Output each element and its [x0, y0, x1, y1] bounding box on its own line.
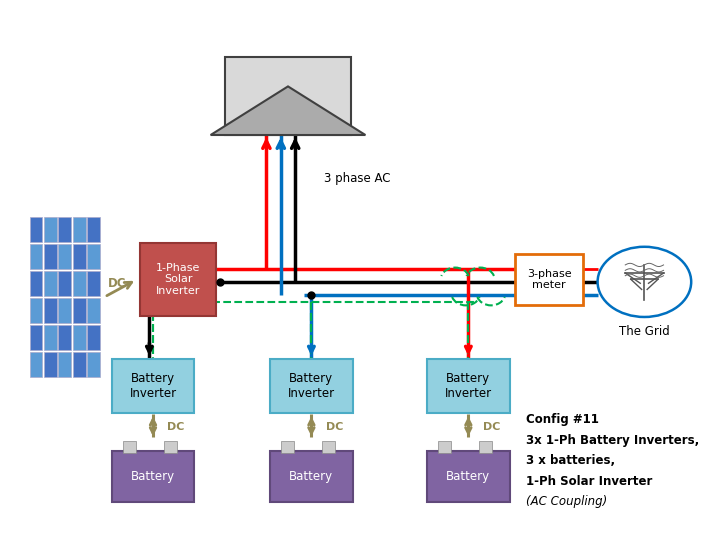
Bar	[58, 298, 71, 323]
Bar	[281, 441, 294, 453]
Bar	[87, 298, 100, 323]
Bar	[30, 298, 42, 323]
Bar	[515, 254, 583, 305]
Bar	[480, 441, 492, 453]
Bar	[44, 325, 57, 350]
Polygon shape	[210, 86, 366, 135]
Bar	[30, 325, 42, 350]
Bar	[73, 298, 86, 323]
Bar	[164, 441, 177, 453]
Bar	[270, 451, 353, 502]
Bar	[427, 359, 510, 413]
Bar	[44, 217, 57, 242]
Bar	[73, 325, 86, 350]
Text: Battery: Battery	[131, 470, 175, 483]
Text: 3x 1-Ph Battery Inverters,: 3x 1-Ph Battery Inverters,	[526, 434, 699, 447]
Text: Battery
Inverter: Battery Inverter	[445, 372, 492, 400]
Bar	[73, 352, 86, 377]
Text: Battery: Battery	[446, 470, 490, 483]
Text: (AC Coupling): (AC Coupling)	[526, 495, 607, 508]
Bar	[30, 217, 42, 242]
Text: Battery
Inverter: Battery Inverter	[288, 372, 335, 400]
Bar	[44, 298, 57, 323]
Bar	[58, 244, 71, 269]
Text: Battery
Inverter: Battery Inverter	[130, 372, 176, 400]
Bar	[87, 325, 100, 350]
Text: Config #11: Config #11	[526, 413, 598, 426]
Text: 3 phase AC: 3 phase AC	[324, 172, 390, 185]
Text: 3 x batteries,: 3 x batteries,	[526, 454, 615, 467]
Bar	[30, 244, 42, 269]
Text: DC: DC	[482, 422, 500, 431]
Bar	[112, 451, 194, 502]
Bar	[73, 244, 86, 269]
Bar	[30, 271, 42, 296]
Text: DC: DC	[108, 277, 127, 290]
Bar	[140, 243, 216, 316]
Bar	[438, 441, 451, 453]
Bar	[323, 441, 336, 453]
Bar	[427, 451, 510, 502]
Text: DC: DC	[325, 422, 343, 431]
Bar	[44, 352, 57, 377]
Bar	[58, 325, 71, 350]
Bar	[73, 217, 86, 242]
Text: Battery: Battery	[289, 470, 333, 483]
Bar	[270, 359, 353, 413]
Text: DC: DC	[167, 422, 185, 431]
Bar	[44, 244, 57, 269]
Bar	[87, 217, 100, 242]
Bar	[122, 441, 135, 453]
Bar	[87, 271, 100, 296]
Bar	[87, 352, 100, 377]
Bar	[58, 352, 71, 377]
Bar	[73, 271, 86, 296]
Text: 1-Ph Solar Inverter: 1-Ph Solar Inverter	[526, 475, 652, 488]
Text: 3-phase
meter: 3-phase meter	[527, 268, 571, 291]
Text: The Grid: The Grid	[619, 325, 670, 338]
Text: 1-Phase
Solar
Inverter: 1-Phase Solar Inverter	[156, 263, 200, 296]
Bar	[58, 217, 71, 242]
Bar	[112, 359, 194, 413]
Bar	[87, 244, 100, 269]
Bar	[225, 57, 351, 135]
Bar	[44, 271, 57, 296]
Bar	[58, 271, 71, 296]
Circle shape	[598, 247, 691, 317]
Bar	[30, 352, 42, 377]
